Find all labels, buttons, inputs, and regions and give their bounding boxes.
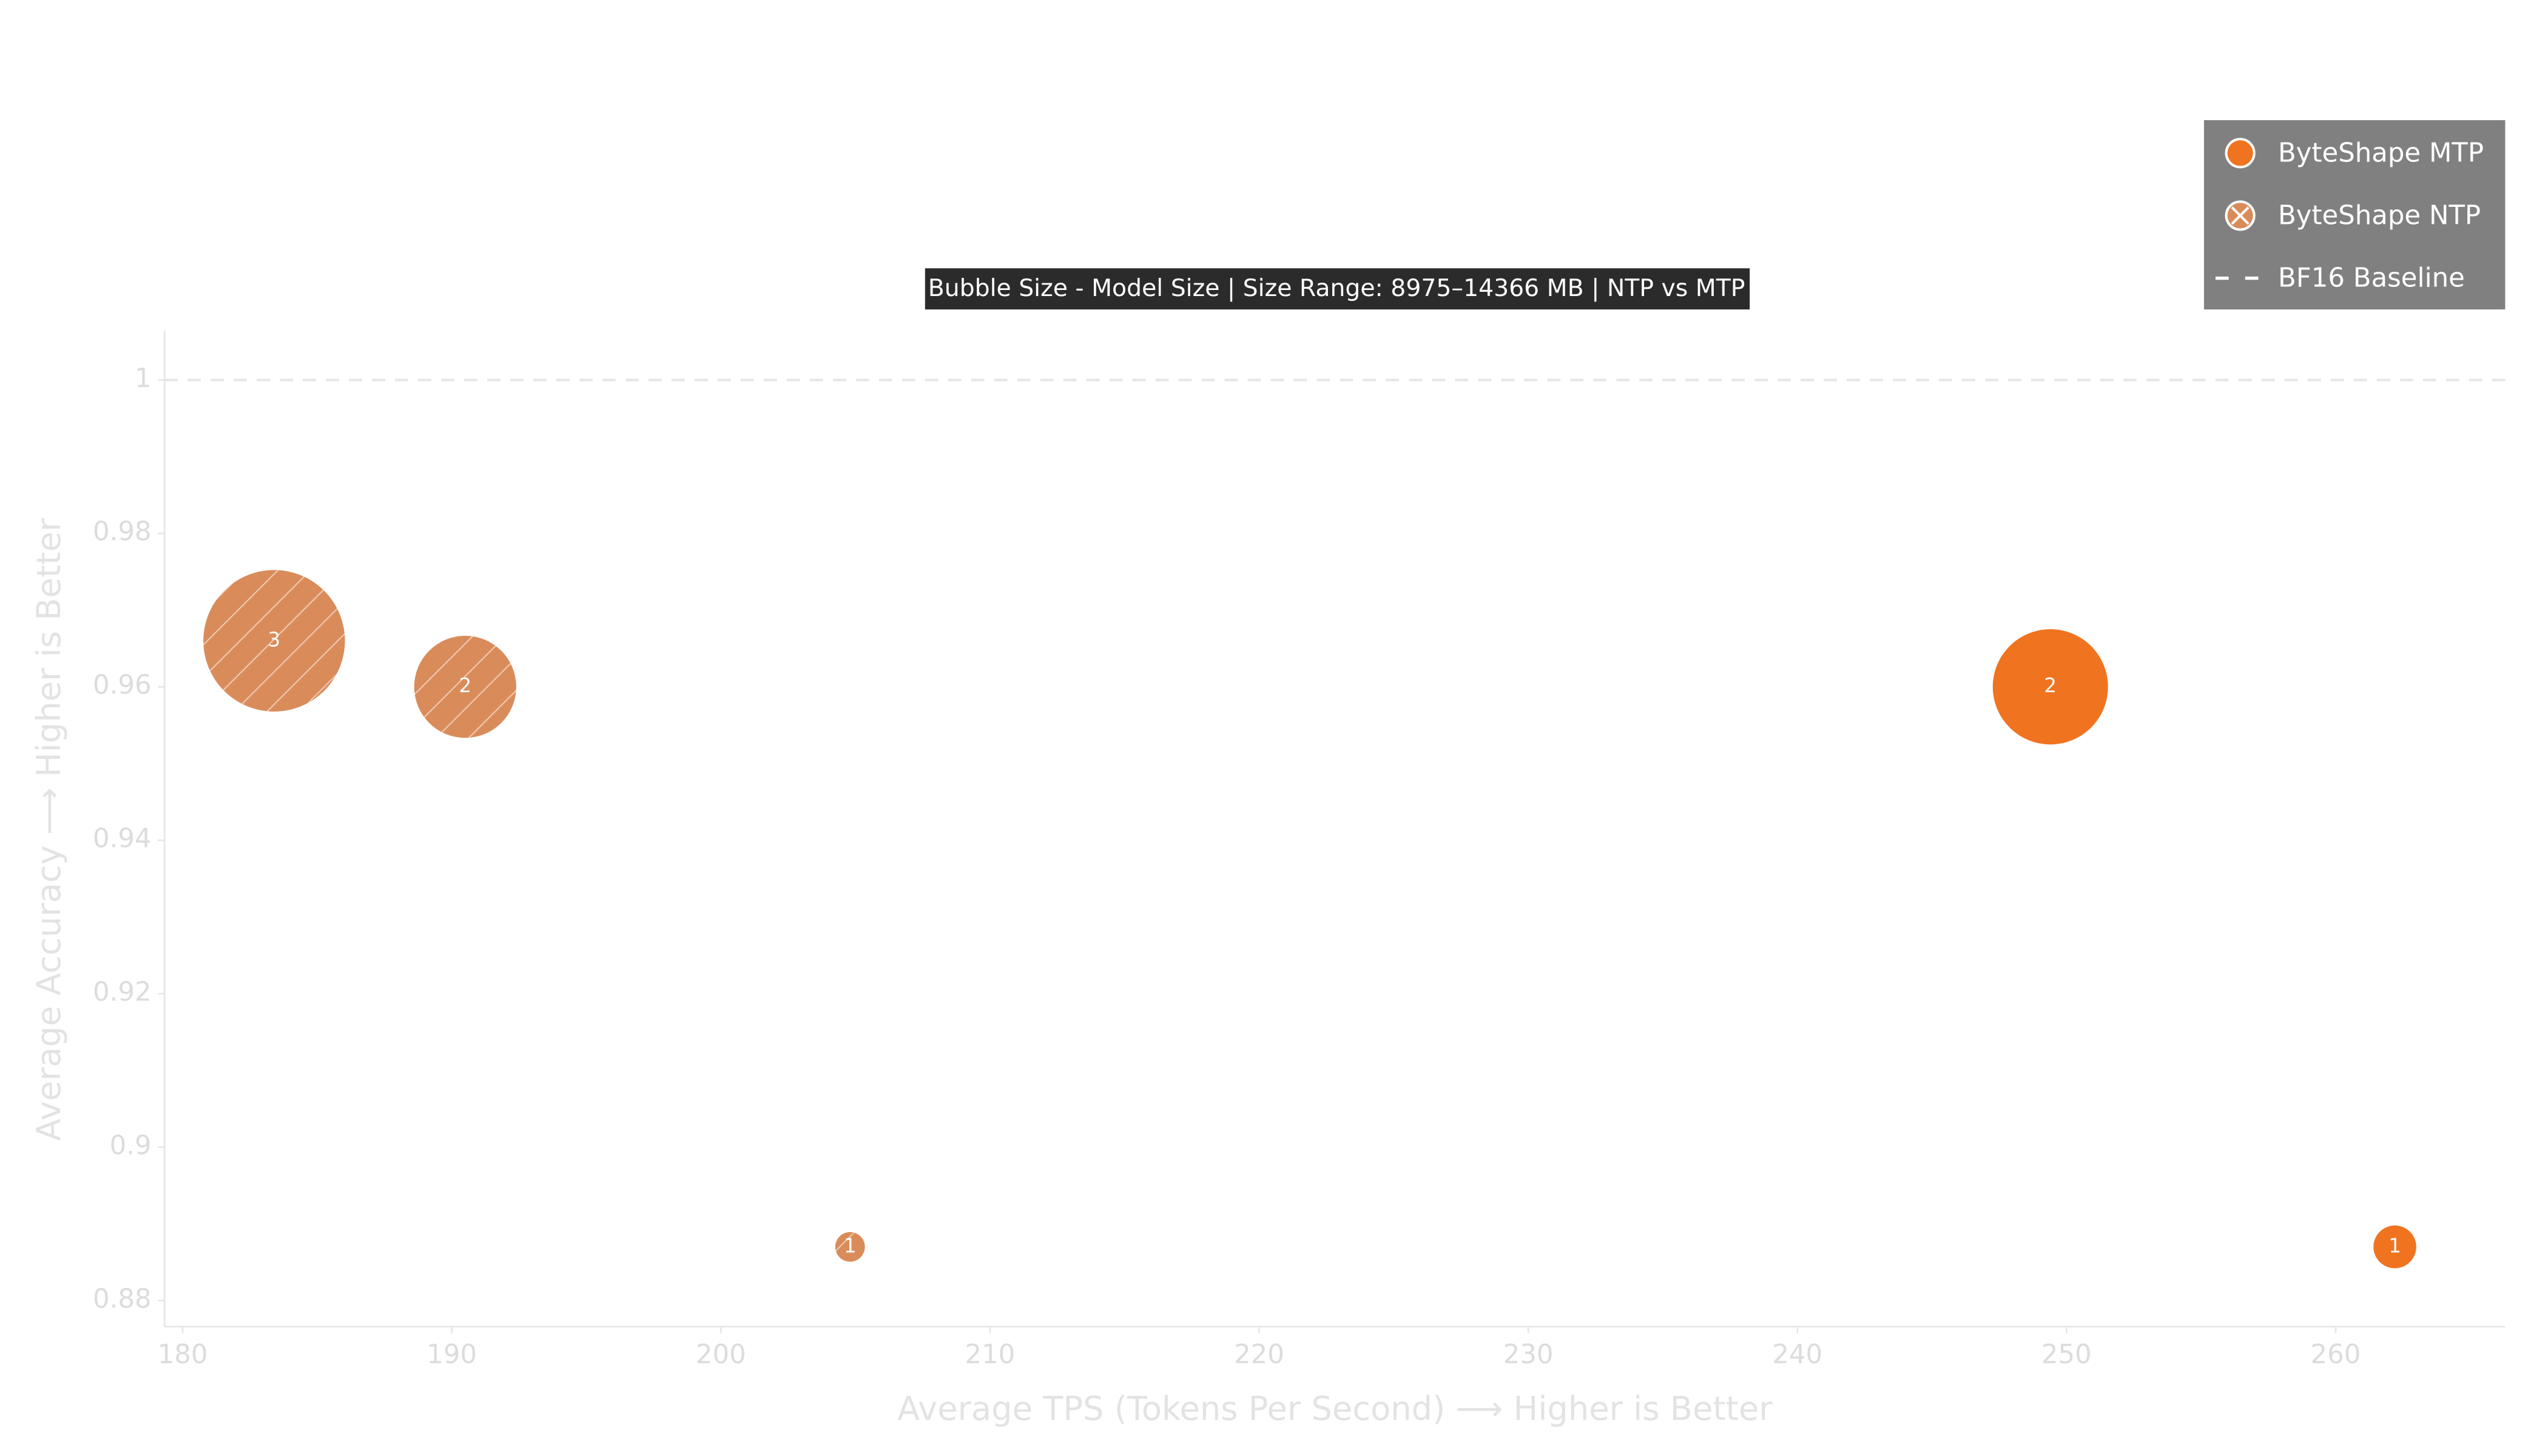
bubble-group: 2 (414, 636, 516, 738)
y-tick-label: 0.88 (93, 1284, 152, 1314)
y-tick-label: 0.94 (93, 824, 152, 854)
x-tick-label: 260 (2311, 1340, 2361, 1370)
legend-symbol-cross (2231, 206, 2250, 225)
y-tick-label: 0.92 (93, 977, 152, 1007)
bubble-hatch (835, 1232, 865, 1262)
y-tick-label: 0.9 (110, 1130, 152, 1161)
x-axis-title: Average TPS (Tokens Per Second) ⟶ Higher… (897, 1389, 1773, 1427)
bubble-hatch (203, 570, 345, 712)
title-background (925, 268, 1750, 310)
x-tick-label: 190 (426, 1340, 477, 1370)
legend: ByteShape MTP ByteShape NTP BF16 Baseline (2203, 120, 2506, 310)
y-tick-label: 1 (135, 363, 152, 394)
x-tick-label: 250 (2041, 1340, 2092, 1370)
x-tick-label: 230 (1503, 1340, 1554, 1370)
bubble-group: 1 (2373, 1225, 2416, 1269)
bubble-group: 2 (1992, 629, 2108, 745)
x-tick-label: 180 (158, 1340, 208, 1370)
y-tick-label: 0.98 (93, 517, 152, 547)
bubble-hatch (414, 636, 516, 738)
title-box: Bubble Size - Model Size | Size Range: 8… (925, 268, 1750, 310)
y-axis-title: Average Accuracy ⟶ Higher is Better (30, 517, 68, 1141)
bubble-label: 2 (2044, 674, 2057, 697)
bubble (1992, 629, 2108, 745)
bubble-label: 3 (268, 628, 281, 651)
legend-symbol (2225, 138, 2256, 169)
x-tick-label: 200 (696, 1340, 746, 1370)
bubble-label: 2 (459, 674, 471, 697)
x-tick-label: 210 (965, 1340, 1015, 1370)
y-tick-label: 0.96 (93, 670, 152, 701)
bubble-group: 3 (203, 570, 345, 712)
legend-label: BF16 Baseline (2278, 263, 2465, 294)
legend-label: ByteShape MTP (2278, 138, 2484, 169)
chart-title: Bubble Size - Model Size | Size Range: 8… (928, 274, 1745, 302)
x-tick-label: 240 (1772, 1340, 1822, 1370)
bubble-label: 1 (844, 1234, 857, 1257)
bubble-group: 1 (835, 1232, 865, 1262)
bubble-label: 1 (2388, 1234, 2401, 1257)
legend-label: ByteShape NTP (2278, 201, 2481, 231)
x-tick-label: 220 (1234, 1340, 1284, 1370)
bubble (2373, 1225, 2416, 1269)
